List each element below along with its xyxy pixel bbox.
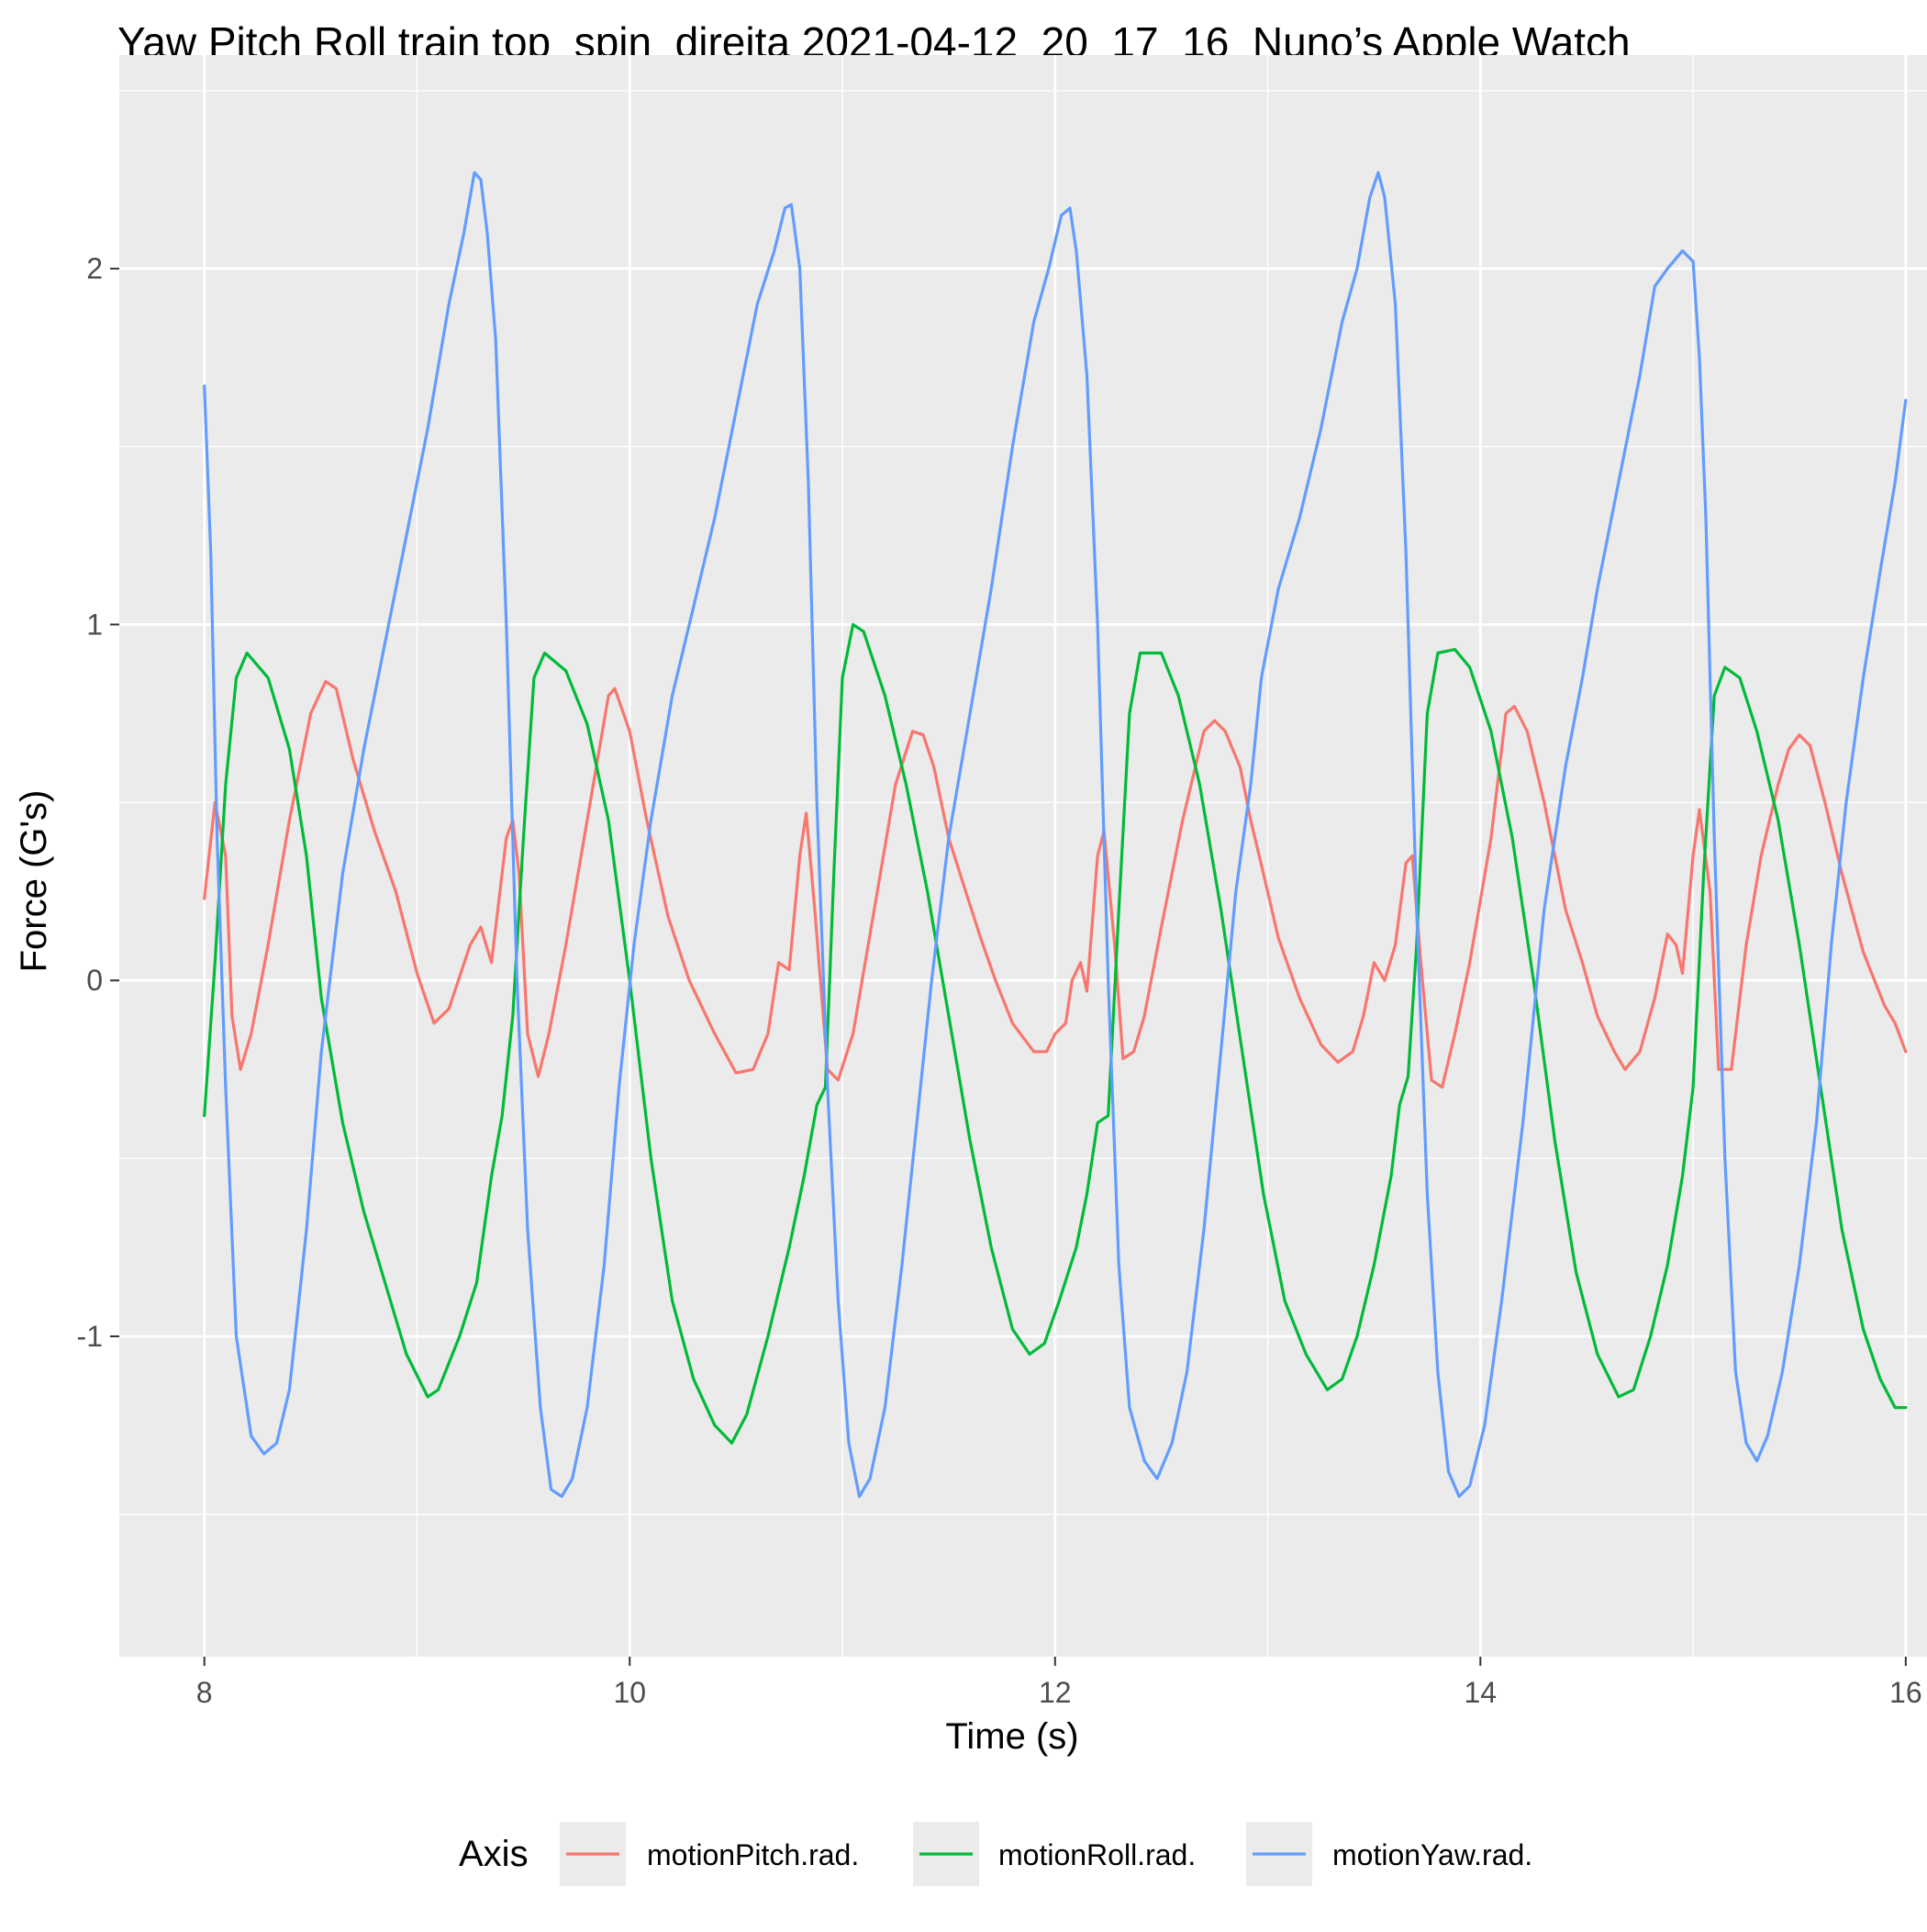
x-axis-label: Time (s) <box>945 1716 1078 1757</box>
legend: Axis motionPitch.rad. motionRoll.rad. moti… <box>459 1822 1532 1886</box>
x-tick-label: 12 <box>1039 1676 1072 1709</box>
x-tick-label: 14 <box>1464 1676 1497 1709</box>
legend-label-motionyaw-rad: motionYaw.rad. <box>1332 1838 1532 1871</box>
x-tick-label: 10 <box>613 1676 646 1709</box>
series-line-motionyaw-rad <box>203 171 1908 1499</box>
series-line-motionroll-rad <box>203 622 1908 1445</box>
x-tick-label: 8 <box>196 1676 213 1709</box>
y-tick-label: 2 <box>86 252 103 285</box>
series-layer <box>203 171 1908 1499</box>
y-tick-label: -1 <box>77 1320 103 1353</box>
legend-label-motionpitch-rad: motionPitch.rad. <box>647 1838 859 1871</box>
x-tick-label: 16 <box>1889 1676 1922 1709</box>
grid-layer <box>119 55 1927 1657</box>
plot-panel <box>119 55 1927 1657</box>
y-tick-label: 1 <box>86 608 103 641</box>
legend-items: motionPitch.rad. motionRoll.rad. motionYaw… <box>560 1822 1532 1886</box>
legend-label-motionroll-rad: motionRoll.rad. <box>998 1838 1196 1871</box>
y-axis-label: Force (G's) <box>14 790 54 973</box>
y-tick-label: 0 <box>86 964 103 997</box>
legend-title: Axis <box>459 1834 529 1874</box>
series-line-motionpitch-rad <box>203 679 1908 1089</box>
